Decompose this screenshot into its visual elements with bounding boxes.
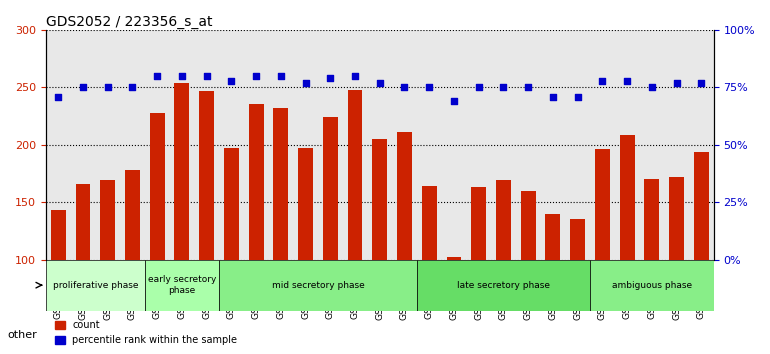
Point [646,85,658,90]
Bar [373,139,387,259]
Point [497,85,510,90]
Bar [51,210,65,259]
Bar [75,184,90,259]
Bar [273,108,288,259]
Bar [471,187,486,259]
Bar [644,179,659,259]
Text: early secretory
phase: early secretory phase [148,275,216,295]
Point [571,94,584,99]
Point [324,75,336,81]
Bar [298,148,313,259]
Bar [545,214,561,259]
Bar [347,90,363,259]
Bar [125,170,140,259]
Point [151,73,163,79]
Bar [595,149,610,259]
Point [398,85,410,90]
Text: proliferative phase: proliferative phase [52,281,138,290]
FancyBboxPatch shape [46,259,145,311]
Point [250,73,263,79]
Bar [249,103,263,259]
Text: mid secretory phase: mid secretory phase [272,281,364,290]
Point [102,85,114,90]
Bar [100,181,115,259]
Point [200,73,213,79]
Bar [496,181,511,259]
Point [275,73,287,79]
Point [448,98,460,104]
Text: other: other [8,330,38,339]
Bar [323,117,338,259]
Point [596,78,608,84]
Point [373,80,386,86]
Bar [199,91,214,259]
Text: ambiguous phase: ambiguous phase [611,281,692,290]
FancyBboxPatch shape [590,259,714,311]
Point [52,94,65,99]
Point [695,80,708,86]
Point [349,73,361,79]
Point [522,85,534,90]
Point [621,78,633,84]
Bar [224,148,239,259]
Text: GDS2052 / 223356_s_at: GDS2052 / 223356_s_at [46,15,213,29]
Legend: count, percentile rank within the sample: count, percentile rank within the sample [51,316,241,349]
Bar [694,152,708,259]
Point [77,85,89,90]
Bar [422,186,437,259]
Bar [669,177,684,259]
Point [176,73,188,79]
Point [225,78,237,84]
Text: late secretory phase: late secretory phase [457,281,550,290]
Bar [571,219,585,259]
Bar [149,113,165,259]
Bar [175,83,189,259]
Bar [620,135,634,259]
Point [547,94,559,99]
FancyBboxPatch shape [145,259,219,311]
Point [671,80,683,86]
Point [126,85,139,90]
Point [300,80,312,86]
Point [473,85,485,90]
Bar [521,191,536,259]
Bar [397,132,412,259]
Point [423,85,435,90]
Bar [447,257,461,259]
FancyBboxPatch shape [219,259,417,311]
FancyBboxPatch shape [417,259,590,311]
